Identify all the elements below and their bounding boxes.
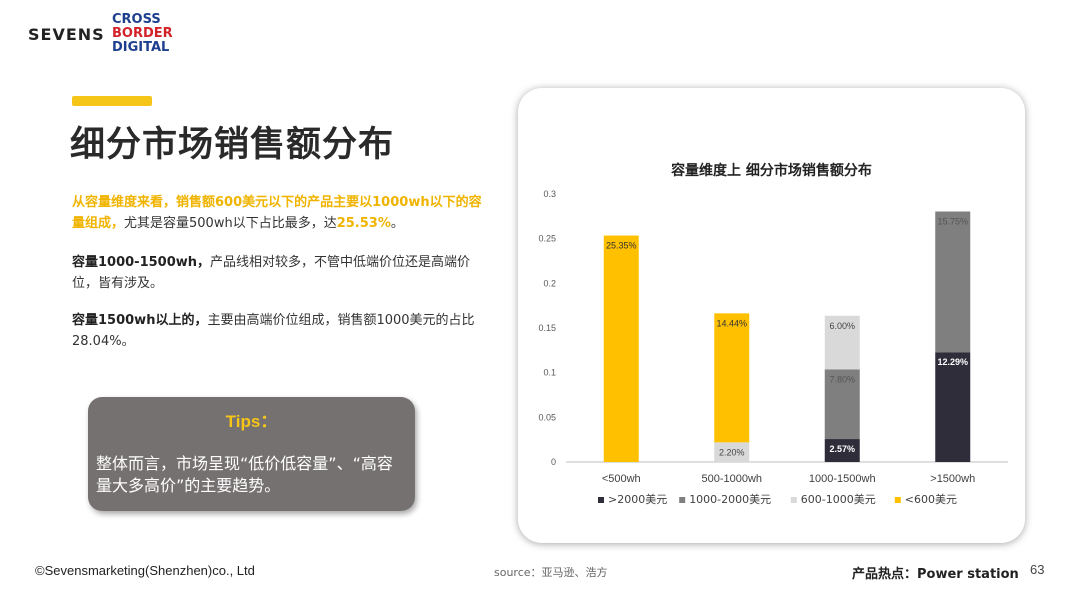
bar-segment [603, 235, 639, 462]
stacked-bar-chart: 0 0.05 0.1 0.15 0.2 0.25 0.3 25.35% <500wh 2.20% 1… [538, 189, 1008, 506]
legend-label: 600-1000美元 [801, 493, 876, 506]
data-label: 15.75% [937, 217, 968, 227]
bar-segment [935, 211, 971, 353]
paragraph-above-1500wh: 容量1500wh以上的，主要由高端价位组成，销售额1000美元的占比28.04%… [72, 310, 492, 352]
legend-label: >2000美元 [608, 493, 667, 506]
y-tick-label: 0 [551, 457, 556, 467]
data-label: 14.44% [716, 318, 747, 328]
paragraph-text: 尤其是容量500wh以下占比最多，达 [124, 216, 337, 231]
x-tick-label: >1500wh [930, 473, 975, 485]
legend-swatch [790, 497, 797, 503]
page-number: 63 [1030, 562, 1045, 577]
tips-body: 整体而言，市场呈现“低价低容量”、“高容量大多高价”的主要趋势。 [96, 454, 393, 495]
tips-title: Tips： [225, 412, 278, 431]
y-tick-label: 0.3 [543, 189, 556, 199]
y-tick-label: 0.2 [543, 278, 556, 288]
legend-swatch [598, 497, 604, 503]
x-tick-label: 1000-1500wh [809, 473, 876, 485]
paragraph-highlight: 从容量维度来看，销售额600美元以下的产品主要以1000wh以下的容量组成， [72, 195, 482, 231]
bar-segment [824, 315, 860, 370]
y-tick-label: 0.1 [543, 368, 556, 378]
paragraph-capacity-overview: 从容量维度来看，销售额600美元以下的产品主要以1000wh以下的容量组成，尤其… [72, 192, 492, 234]
data-label: 12.29% [937, 357, 968, 367]
legend-swatch [894, 497, 901, 503]
bar-segment [714, 442, 750, 462]
x-tick-label: <500wh [602, 473, 641, 485]
footer-source: source：亚马逊、浩方 [494, 566, 608, 579]
paragraph-text: 主要由高端价位组成，销售额1000美元的占比28.04%。 [72, 313, 475, 349]
logo-line-cross: CROSS [112, 12, 161, 27]
paragraph-bold: 容量1000-1500wh， [72, 255, 211, 270]
cross-border-digital-logo: CROSS BORDER DIGITAL [112, 13, 173, 55]
title-accent-bar [72, 96, 152, 106]
data-label: 7.80% [829, 374, 855, 384]
paragraph-1000-1500wh: 容量1000-1500wh，产品线相对较多，不管中低端价位还是高端价位，皆有涉及… [72, 252, 492, 294]
y-tick-label: 0.25 [538, 234, 556, 244]
footer-product: 产品热点：Power station [852, 567, 1019, 582]
data-label: 2.57% [829, 444, 855, 454]
bar-segment [824, 439, 860, 462]
tips-box: Tips： 整体而言，市场呈现“低价低容量”、“高容量大多高价”的主要趋势。 [88, 397, 415, 511]
y-tick-label: 0.05 [538, 412, 556, 422]
bar-segment [714, 313, 750, 443]
sevens-logo: SEVENS [28, 25, 105, 44]
chart-card: 容量维度上 细分市场销售额分布 0 0.05 0.1 0.15 0.2 0.25 0.3 25… [518, 88, 1025, 543]
chart-title: 容量维度上 细分市场销售额分布 [671, 163, 872, 179]
paragraph-text: 产品线相对较多，不管中低端价位还是高端价位，皆有涉及。 [72, 255, 471, 291]
logo-line-border: BORDER [112, 26, 173, 41]
y-tick-label: 0.15 [538, 323, 556, 333]
bar-segment [824, 369, 860, 440]
footer-copyright: ©Sevensmarketing(Shenzhen)co., Ltd [35, 563, 255, 578]
data-label: 6.00% [829, 321, 855, 331]
data-label: 25.35% [606, 241, 637, 251]
bar-segment [935, 352, 971, 462]
paragraph-end: 。 [390, 216, 404, 231]
x-tick-label: 500-1000wh [701, 473, 762, 485]
legend-label: 1000-2000美元 [689, 493, 771, 506]
legend-label: <600美元 [905, 493, 957, 506]
logo-line-digital: DIGITAL [112, 40, 170, 55]
page-title: 细分市场销售额分布 [70, 125, 395, 165]
legend-swatch [679, 497, 686, 503]
paragraph-bold: 容量1500wh以上的， [72, 313, 208, 328]
paragraph-highlight-value: 25.53% [336, 216, 391, 231]
data-label: 2.20% [719, 447, 745, 457]
